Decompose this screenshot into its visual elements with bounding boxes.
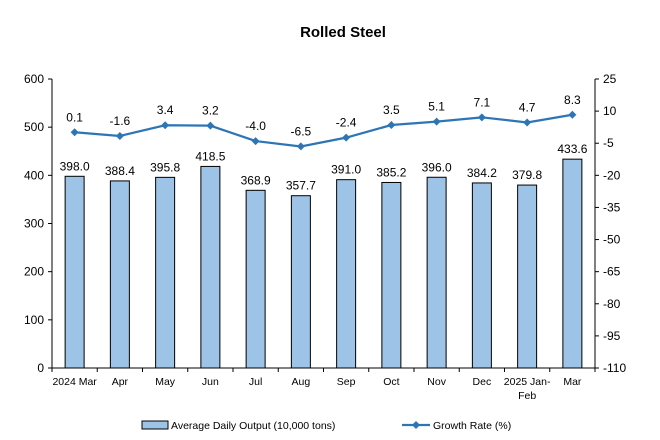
y-left-tick-label: 200 [24,265,44,279]
bar-data-label: 391.0 [331,163,361,177]
x-tick-label: Apr [112,376,129,388]
x-tick-label: Jun [202,376,219,388]
bar [426,176,447,369]
line-data-label: 4.7 [519,100,536,114]
x-tick-label: Sep [337,376,356,388]
bar-data-label: 368.9 [241,173,271,187]
bar [471,182,492,369]
x-tick-label: May [155,376,176,388]
y-right-tick-label: -110 [603,361,626,375]
line-point-marker [568,110,577,119]
line-data-label: -6.5 [291,124,312,138]
line-point-marker [477,113,486,122]
line-point-marker [115,131,124,140]
y-left-tick-label: 500 [24,120,44,134]
line-point-marker [432,117,441,126]
y-right-tick-label: 25 [603,72,617,86]
line-data-label: 3.5 [383,103,400,117]
y-left-tick-label: 0 [37,361,44,375]
line-point-marker [251,137,260,146]
bar-data-label: 384.2 [467,166,497,180]
line-data-label: -1.6 [110,114,131,128]
bar-data-label: 418.5 [195,149,225,163]
bar [562,158,583,369]
bar [155,176,176,369]
x-tick-label: 2024 Mar [52,376,97,388]
line-data-label: 0.1 [66,110,83,124]
y-right-tick-label: -5 [603,136,614,150]
bar-data-label: 388.4 [105,164,135,178]
bar [245,189,266,369]
bar-data-label: 396.0 [422,160,452,174]
bar-data-label: 398.0 [60,159,90,173]
line-data-label: -2.4 [336,116,357,130]
x-tick-label: Nov [427,376,446,388]
y-left-tick-label: 400 [24,168,44,182]
bars-group [64,158,583,369]
y-right-tick-label: -20 [603,168,621,182]
y-right-tick-label: -95 [603,329,621,343]
legend-label-line: Growth Rate (%) [433,420,511,432]
line-point-marker [296,142,305,151]
legend-marker-line [412,421,420,429]
line-group [70,110,577,151]
x-tick-label: 2025 Jan- [504,376,551,388]
x-tick-label: Aug [292,376,311,388]
bar [517,184,538,369]
line-point-marker [523,118,532,127]
x-tick-label: Mar [563,376,582,388]
chart-title: Rolled Steel [300,24,386,41]
y-right-tick-label: -65 [603,265,621,279]
bar-data-label: 357.7 [286,179,316,193]
x-tick-label: Dec [473,376,492,388]
y-left-tick-label: 600 [24,72,44,86]
y-right-tick-label: -35 [603,200,621,214]
x-tick-label: Oct [383,376,399,388]
line-data-label: 7.1 [474,95,491,109]
growth-line [74,113,573,148]
line-data-label: 3.4 [157,103,174,117]
line-point-marker [206,121,215,130]
line-data-label: 3.2 [202,104,219,118]
bar [200,165,221,369]
bar-data-label: 433.6 [557,142,587,156]
line-point-marker [387,121,396,130]
line-data-label: -4.0 [245,119,266,133]
bar-data-label: 395.8 [150,160,180,174]
bar [381,181,402,369]
axes-group: 0 100 200 300 400 500 600 25 10 -5 -20 -35 -50 -65 -80… [24,72,626,402]
legend-label-bar: Average Daily Output (10,000 tons) [171,420,335,432]
x-tick-label: Feb [518,390,536,402]
bar [336,179,357,369]
y-right-tick-label: -50 [603,233,621,247]
y-left-tick-label: 300 [24,217,44,231]
bar-data-label: 379.8 [512,168,542,182]
bar [64,175,85,369]
bar-data-label: 385.2 [376,165,406,179]
x-tick-label: Jul [249,376,262,388]
line-data-label: 8.3 [564,93,581,107]
line-point-marker [342,133,351,142]
legend-swatch-bar [141,420,169,430]
y-right-tick-label: 10 [603,104,617,118]
labels-group: 398.0 388.4 395.8 418.5 368.9 357.7 391.0 385.2… [60,93,588,193]
line-data-label: 5.1 [428,100,445,114]
bar [290,195,311,369]
y-left-tick-label: 100 [24,313,44,327]
line-point-marker [161,121,170,130]
y-right-tick-label: -80 [603,297,621,311]
line-point-marker [70,128,79,137]
bar [109,180,130,369]
legend: Average Daily Output (10,000 tons) Growth… [141,420,511,432]
